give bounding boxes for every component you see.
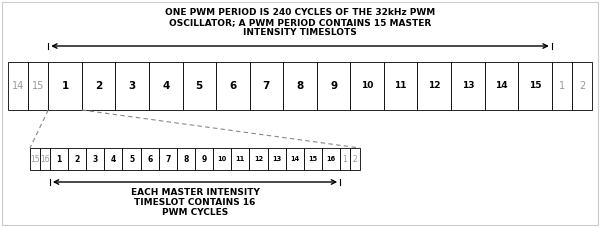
Bar <box>86 148 104 170</box>
Bar <box>322 148 340 170</box>
Bar <box>418 62 451 110</box>
Text: 6: 6 <box>147 155 152 163</box>
Bar <box>350 148 360 170</box>
Bar <box>50 148 68 170</box>
Text: 11: 11 <box>394 81 407 91</box>
Bar <box>250 62 283 110</box>
Bar <box>283 62 317 110</box>
Bar <box>485 62 518 110</box>
Text: 15: 15 <box>30 155 40 163</box>
Text: 15: 15 <box>308 156 317 162</box>
Bar <box>384 62 418 110</box>
Text: 2: 2 <box>579 81 585 91</box>
Text: 1: 1 <box>56 155 62 163</box>
Text: 7: 7 <box>165 155 170 163</box>
Text: 15: 15 <box>529 81 541 91</box>
Bar <box>68 148 86 170</box>
Bar <box>216 62 250 110</box>
Bar <box>149 62 182 110</box>
Text: 10: 10 <box>361 81 373 91</box>
Bar <box>250 148 268 170</box>
Text: 2: 2 <box>95 81 102 91</box>
Bar <box>40 148 50 170</box>
Bar <box>552 62 572 110</box>
Bar <box>82 62 115 110</box>
Text: 5: 5 <box>129 155 134 163</box>
Bar <box>350 62 384 110</box>
Text: 12: 12 <box>428 81 440 91</box>
Bar <box>268 148 286 170</box>
Bar <box>115 62 149 110</box>
Text: INTENSITY TIMESLOTS: INTENSITY TIMESLOTS <box>243 28 357 37</box>
Text: 16: 16 <box>326 156 335 162</box>
Bar <box>177 148 195 170</box>
Text: 16: 16 <box>40 155 50 163</box>
Text: 2: 2 <box>74 155 80 163</box>
Bar <box>28 62 48 110</box>
Text: OSCILLATOR; A PWM PERIOD CONTAINS 15 MASTER: OSCILLATOR; A PWM PERIOD CONTAINS 15 MAS… <box>169 18 431 27</box>
Text: 14: 14 <box>12 81 24 91</box>
Text: 1: 1 <box>559 81 565 91</box>
Bar <box>304 148 322 170</box>
Text: 2: 2 <box>353 155 358 163</box>
Bar <box>8 62 28 110</box>
Text: 14: 14 <box>290 156 299 162</box>
Text: PWM CYCLES: PWM CYCLES <box>162 208 228 217</box>
Text: 5: 5 <box>196 81 203 91</box>
Text: 13: 13 <box>461 81 474 91</box>
Text: 8: 8 <box>296 81 304 91</box>
Text: 14: 14 <box>495 81 508 91</box>
Bar <box>213 148 231 170</box>
Bar <box>317 62 350 110</box>
Text: EACH MASTER INTENSITY: EACH MASTER INTENSITY <box>131 188 259 197</box>
Text: 1: 1 <box>343 155 347 163</box>
Text: TIMESLOT CONTAINS 16: TIMESLOT CONTAINS 16 <box>134 198 256 207</box>
Text: 12: 12 <box>254 156 263 162</box>
Bar <box>340 148 350 170</box>
Bar <box>159 148 177 170</box>
Text: 7: 7 <box>263 81 270 91</box>
Bar <box>30 148 40 170</box>
Text: 13: 13 <box>272 156 281 162</box>
Text: 4: 4 <box>111 155 116 163</box>
Bar <box>518 62 552 110</box>
Text: 3: 3 <box>92 155 98 163</box>
Bar <box>231 148 250 170</box>
Text: ONE PWM PERIOD IS 240 CYCLES OF THE 32kHz PWM: ONE PWM PERIOD IS 240 CYCLES OF THE 32kH… <box>165 8 435 17</box>
Bar <box>572 62 592 110</box>
Bar <box>122 148 140 170</box>
Text: 8: 8 <box>183 155 188 163</box>
Bar <box>286 148 304 170</box>
Text: 15: 15 <box>32 81 44 91</box>
Text: 6: 6 <box>229 81 236 91</box>
Text: 4: 4 <box>162 81 169 91</box>
Text: 3: 3 <box>128 81 136 91</box>
Bar <box>451 62 485 110</box>
Bar <box>195 148 213 170</box>
Bar <box>140 148 159 170</box>
Bar <box>104 148 122 170</box>
Bar <box>48 62 82 110</box>
Text: 1: 1 <box>61 81 68 91</box>
Text: 11: 11 <box>236 156 245 162</box>
Text: 9: 9 <box>330 81 337 91</box>
Bar <box>182 62 216 110</box>
Text: 9: 9 <box>202 155 206 163</box>
Text: 10: 10 <box>218 156 227 162</box>
